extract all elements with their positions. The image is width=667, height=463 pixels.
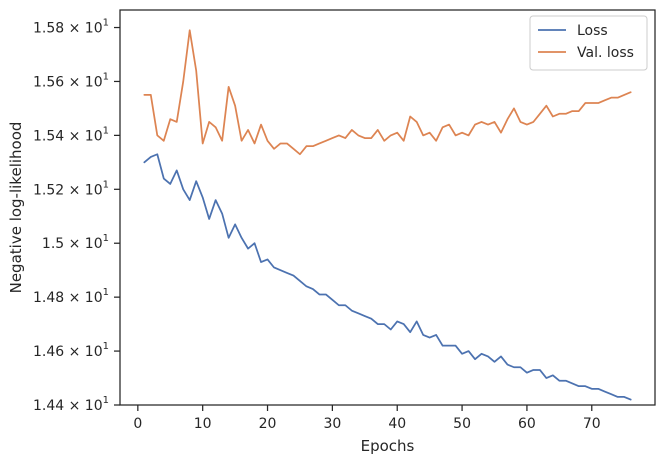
y-tick-label: 1.52 × 101 xyxy=(33,179,109,198)
y-tick-mantissa: 1.54 xyxy=(33,128,69,144)
legend-label: Val. loss xyxy=(577,45,634,61)
y-axis-title: Negative log-likelihood xyxy=(7,122,25,294)
y-tick-label: 1.5 × 101 xyxy=(42,233,109,252)
y-tick-multiplier: × 10 xyxy=(69,290,103,306)
x-tick-label: 50 xyxy=(453,416,471,432)
y-tick-exponent: 1 xyxy=(103,125,109,136)
y-tick-mantissa: 1.48 xyxy=(33,290,69,306)
x-tick-label: 30 xyxy=(323,416,341,432)
y-tick-mantissa: 1.58 xyxy=(33,21,69,37)
y-tick-multiplier: × 10 xyxy=(69,128,103,144)
y-tick-exponent: 1 xyxy=(103,341,109,352)
y-tick-label: 1.48 × 101 xyxy=(33,287,109,306)
y-tick-exponent: 1 xyxy=(103,233,109,244)
plot-area xyxy=(120,10,655,405)
y-tick-mantissa: 1.44 xyxy=(33,398,69,414)
series-line-1 xyxy=(143,29,632,156)
y-tick-label: 1.54 × 101 xyxy=(33,125,109,144)
y-tick-mantissa: 1.5 xyxy=(42,236,69,252)
y-tick-multiplier: × 10 xyxy=(69,236,103,252)
y-tick-label: 1.44 × 101 xyxy=(33,395,109,414)
y-tick-exponent: 1 xyxy=(103,179,109,190)
y-tick-label: 1.46 × 101 xyxy=(33,341,109,360)
x-tick-label: 0 xyxy=(133,416,142,432)
y-tick-mantissa: 1.52 xyxy=(33,182,69,198)
plot-frame xyxy=(119,9,656,406)
y-tick-mantissa: 1.46 xyxy=(33,344,69,360)
y-tick-label: 1.58 × 101 xyxy=(33,18,109,37)
x-tick-label: 10 xyxy=(194,416,212,432)
x-tick-label: 40 xyxy=(388,416,406,432)
y-tick-multiplier: × 10 xyxy=(69,344,103,360)
y-tick-multiplier: × 10 xyxy=(69,182,103,198)
y-tick-label: 1.56 × 101 xyxy=(33,71,109,90)
legend: Loss Val. loss xyxy=(529,15,648,71)
x-axis-title: Epochs xyxy=(361,437,415,455)
x-tick-label: 60 xyxy=(518,416,536,432)
x-tick-label: 20 xyxy=(259,416,277,432)
y-tick-exponent: 1 xyxy=(103,18,109,29)
y-tick-exponent: 1 xyxy=(103,71,109,82)
x-tick-label: 70 xyxy=(583,416,601,432)
series-layer xyxy=(143,29,632,401)
y-tick-multiplier: × 10 xyxy=(69,21,103,37)
legend-label: Loss xyxy=(577,23,608,39)
y-tick-multiplier: × 10 xyxy=(69,74,103,90)
y-tick-multiplier: × 10 xyxy=(69,398,103,414)
y-tick-exponent: 1 xyxy=(103,395,109,406)
y-tick-exponent: 1 xyxy=(103,287,109,298)
x-axis: 0 10 20 30 40 50 60 70 xyxy=(133,405,601,432)
y-tick-mantissa: 1.56 xyxy=(33,74,69,90)
series-line-0 xyxy=(143,153,632,401)
